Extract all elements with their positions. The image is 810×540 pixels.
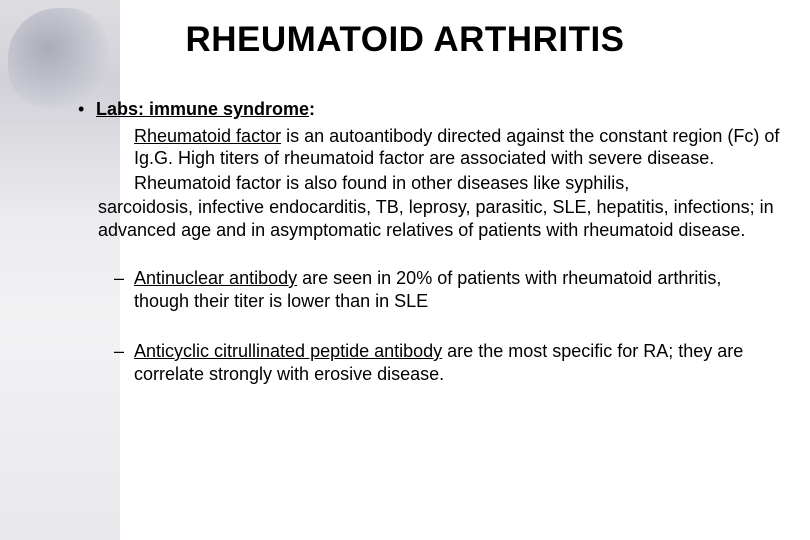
topic-colon: : <box>309 99 315 119</box>
topic-bullet: Labs: immune syndrome: <box>96 98 780 121</box>
topic-label: Labs: immune syndrome <box>96 99 309 119</box>
item-1-text-2: Rheumatoid factor is also found in other… <box>134 173 629 193</box>
item-3-label: Anticyclic citrullinated peptide antibod… <box>134 341 442 361</box>
item-1-continuation: sarcoidosis, infective endocarditis, TB,… <box>98 196 780 241</box>
item-1-line2: – Rheumatoid factor is also found in oth… <box>134 172 780 195</box>
item-3: Anticyclic citrullinated peptide antibod… <box>134 340 780 385</box>
item-2: Antinuclear antibody are seen in 20% of … <box>134 267 780 312</box>
item-2-label: Antinuclear antibody <box>134 268 297 288</box>
item-1-label: Rheumatoid factor <box>134 126 281 146</box>
slide-content: RHEUMATOID ARTHRITIS Labs: immune syndro… <box>0 0 810 540</box>
slide-title: RHEUMATOID ARTHRITIS <box>0 20 810 60</box>
item-1: Rheumatoid factor is an autoantibody dir… <box>134 125 780 170</box>
